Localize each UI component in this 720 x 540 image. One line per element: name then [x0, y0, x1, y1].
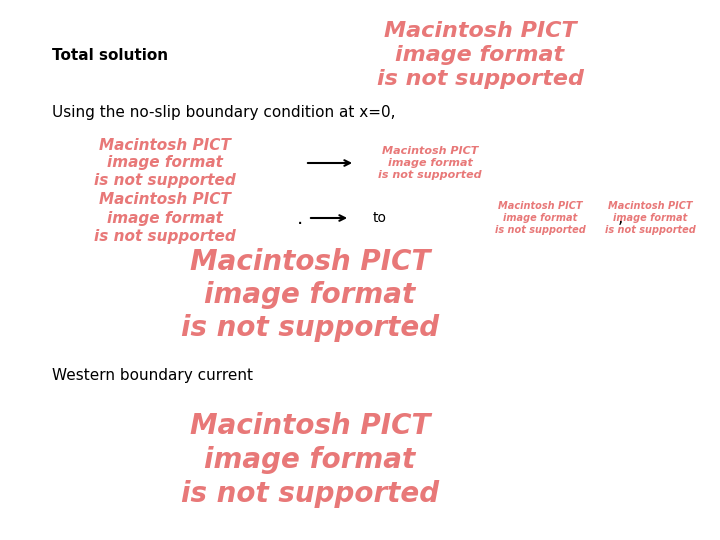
Text: .: . [297, 208, 303, 227]
Text: to: to [373, 211, 387, 225]
Text: Western boundary current: Western boundary current [52, 368, 253, 383]
Text: Macintosh PICT
image format
is not supported: Macintosh PICT image format is not suppo… [605, 201, 696, 235]
Text: Macintosh PICT
image format
is not supported: Macintosh PICT image format is not suppo… [495, 201, 585, 235]
Text: Macintosh PICT
image format
is not supported: Macintosh PICT image format is not suppo… [94, 192, 236, 244]
Text: Macintosh PICT
image format
is not supported: Macintosh PICT image format is not suppo… [94, 138, 236, 188]
Text: Macintosh PICT
image format
is not supported: Macintosh PICT image format is not suppo… [181, 413, 439, 508]
Text: Macintosh PICT
image format
is not supported: Macintosh PICT image format is not suppo… [181, 247, 439, 342]
Text: Macintosh PICT
image format
is not supported: Macintosh PICT image format is not suppo… [378, 146, 482, 180]
Text: ,: , [617, 209, 623, 227]
Text: Using the no-slip boundary condition at x=0,: Using the no-slip boundary condition at … [52, 105, 395, 120]
Text: Total solution: Total solution [52, 48, 168, 63]
Text: Macintosh PICT
image format
is not supported: Macintosh PICT image format is not suppo… [377, 21, 583, 89]
